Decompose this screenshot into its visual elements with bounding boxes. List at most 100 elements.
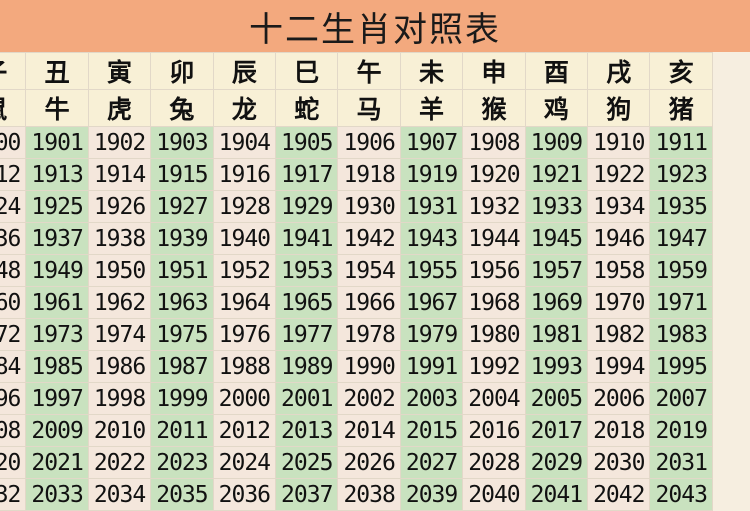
year-cell: 1915 [150,158,214,191]
animal-row-cell: 狗 [587,89,651,127]
year-cell: 1983 [649,318,713,351]
year-cell: 1952 [212,254,277,287]
table-row: 1984198519861987198819891990199119921993… [0,350,713,383]
year-cell: 1928 [212,190,277,223]
year-cell: 1933 [524,190,589,223]
year-cell: 2030 [587,446,651,479]
year-cell: 1902 [87,126,152,159]
year-cell: 2017 [524,414,589,447]
year-cell: 1959 [649,254,713,287]
year-cell: 1910 [587,126,651,159]
year-cell: 2027 [399,446,464,479]
branch-row-cell: 未 [399,52,464,90]
year-cell: 1935 [649,190,713,223]
branch-row-cell: 酉 [524,52,589,90]
year-cell: 1940 [212,222,277,255]
year-cell: 2013 [275,414,339,447]
year-cell: 1914 [87,158,152,191]
year-cell: 1964 [212,286,277,319]
year-cell: 1937 [25,222,89,255]
year-cell: 1911 [649,126,713,159]
year-cell: 1958 [587,254,651,287]
year-cell: 2019 [649,414,713,447]
year-cell: 1976 [212,318,277,351]
year-cell: 2018 [587,414,651,447]
year-cell: 1939 [150,222,214,255]
year-cell: 2043 [649,478,713,511]
year-cell: 1986 [87,350,152,383]
year-cell: 1977 [275,318,339,351]
year-cell: 1951 [150,254,214,287]
year-cell: 1918 [337,158,401,191]
year-cell: 2001 [275,382,339,415]
year-cell: 2038 [337,478,401,511]
year-cell: 2036 [212,478,277,511]
year-cell: 2016 [462,414,526,447]
year-cell: 1980 [462,318,526,351]
year-cell: 1949 [25,254,89,287]
animal-row-cell: 虎 [87,89,152,127]
year-cell: 1999 [150,382,214,415]
year-cell: 2035 [150,478,214,511]
branch-row-cell: 申 [462,52,526,90]
year-cell: 2041 [524,478,589,511]
year-cell: 1968 [462,286,526,319]
table-row: 1996199719981999200020012002200320042005… [0,382,713,415]
animal-row-cell: 鸡 [524,89,589,127]
year-cell: 1961 [25,286,89,319]
year-cell: 1920 [462,158,526,191]
year-cell: 1987 [150,350,214,383]
year-cell: 1975 [150,318,214,351]
year-cell: 2037 [275,478,339,511]
branch-row-cell: 丑 [25,52,89,90]
year-cell: 2032 [0,478,27,511]
year-cell: 1979 [399,318,464,351]
year-cell: 1984 [0,350,27,383]
year-cell: 1938 [87,222,152,255]
year-cell: 2003 [399,382,464,415]
year-cell: 2023 [150,446,214,479]
year-cell: 2010 [87,414,152,447]
branch-row-cell: 午 [337,52,401,90]
table-row: 2008200920102011201220132014201520162017… [0,414,713,447]
year-cell: 1960 [0,286,27,319]
year-cell: 1997 [25,382,89,415]
year-cell: 2026 [337,446,401,479]
year-cell: 1932 [462,190,526,223]
table-row: 2020202120222023202420252026202720282029… [0,446,713,479]
branch-row-cell: 巳 [275,52,339,90]
year-cell: 1981 [524,318,589,351]
year-cell: 1953 [275,254,339,287]
year-cell: 1946 [587,222,651,255]
year-cell: 1904 [212,126,277,159]
animal-row-cell: 马 [337,89,401,127]
year-cell: 1994 [587,350,651,383]
animal-row-cell: 蛇 [275,89,339,127]
table-row: 1912191319141915191619171918191919201921… [0,158,713,191]
year-cell: 1955 [399,254,464,287]
year-cell: 1950 [87,254,152,287]
year-cell: 1954 [337,254,401,287]
table-row: 1972197319741975197619771978197919801981… [0,318,713,351]
year-cell: 2039 [399,478,464,511]
year-cell: 1973 [25,318,89,351]
year-cell: 1970 [587,286,651,319]
year-cell: 1916 [212,158,277,191]
branch-row-cell: 卯 [150,52,214,90]
year-cell: 1966 [337,286,401,319]
branch-row-cell: 寅 [87,52,152,90]
table-row: 1948194919501951195219531954195519561957… [0,254,713,287]
year-cell: 1927 [150,190,214,223]
year-cell: 1978 [337,318,401,351]
year-cell: 1998 [87,382,152,415]
year-cell: 1906 [337,126,401,159]
year-cell: 2012 [212,414,277,447]
year-cell: 1974 [87,318,152,351]
year-cell: 1941 [275,222,339,255]
branch-row-cell: 子 [0,52,27,90]
year-cell: 2008 [0,414,27,447]
year-cell: 1923 [649,158,713,191]
year-cell: 2000 [212,382,277,415]
year-cell: 1903 [150,126,214,159]
